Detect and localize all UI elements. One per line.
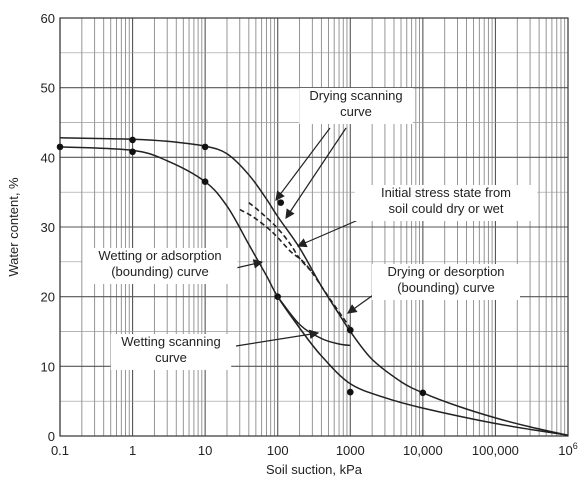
y-axis-label: Water content, % xyxy=(6,177,21,277)
data-point xyxy=(201,143,209,151)
x-tick-label: 1 xyxy=(129,443,136,458)
data-point xyxy=(56,143,64,151)
annotation-text: soil could dry or wet xyxy=(389,201,504,216)
annotation-box xyxy=(372,264,520,300)
y-tick-label: 40 xyxy=(41,150,55,165)
plot-frame xyxy=(59,17,569,437)
data-point xyxy=(201,178,209,186)
annotation-arrow xyxy=(235,329,320,347)
series-line-drying-scanning-1 xyxy=(248,201,313,273)
annotation-text: Drying scanning xyxy=(309,88,402,103)
series-layer xyxy=(56,136,569,437)
annotation-text: curve xyxy=(340,104,372,119)
annotation-text: (bounding) curve xyxy=(111,264,209,279)
annotation-arrow xyxy=(347,292,377,314)
annotation-arrow xyxy=(285,127,347,219)
annotation-arrow xyxy=(235,259,264,269)
y-tick-label: 60 xyxy=(41,11,55,26)
y-tick-label: 10 xyxy=(41,359,55,374)
x-tick-label: 100,000 xyxy=(472,443,519,458)
annotation-text: Wetting scanning xyxy=(121,334,221,349)
x-tick-label: 1000 xyxy=(336,443,365,458)
tick-labels: 0.1 1 10 100 1000 10,000 100,000 106 0 10 20 30 40 50… xyxy=(41,11,578,458)
annotation-box xyxy=(299,88,413,124)
data-point xyxy=(129,136,136,144)
x-tick-label: 100 xyxy=(267,443,289,458)
y-tick-label: 0 xyxy=(48,429,55,444)
data-point xyxy=(129,148,136,156)
annotation-text: Initial stress state from xyxy=(381,185,511,200)
data-point xyxy=(346,388,354,396)
x-tick-label: 10,000 xyxy=(403,443,443,458)
annotation-text: Wetting or adsorption xyxy=(98,248,221,263)
data-point xyxy=(419,389,427,397)
data-point xyxy=(346,326,354,334)
y-tick-label: 30 xyxy=(41,220,55,235)
y-tick-label: 20 xyxy=(41,290,55,305)
annotation-text: (bounding) curve xyxy=(397,280,495,295)
x-axis-label: Soil suction, kPa xyxy=(266,462,363,477)
series-line-drying-scanning-2 xyxy=(239,208,351,329)
annotation-arrow xyxy=(275,127,331,201)
annotation-text: curve xyxy=(155,350,187,365)
x-tick-label: 0.1 xyxy=(51,443,69,458)
y-tick-label: 50 xyxy=(41,81,55,96)
series-line-wetting-scanning xyxy=(277,296,351,347)
x-tick-label: 10 xyxy=(198,443,212,458)
x-tick-label: 106 xyxy=(558,441,577,458)
grid-lines xyxy=(59,17,568,437)
data-point xyxy=(277,199,285,206)
x-tick-superscript: 6 xyxy=(573,441,578,451)
annotation-box xyxy=(354,185,538,221)
annotation-box xyxy=(110,334,232,370)
annotation-text: Drying or desorption xyxy=(387,264,504,279)
annotation-box xyxy=(82,248,238,284)
